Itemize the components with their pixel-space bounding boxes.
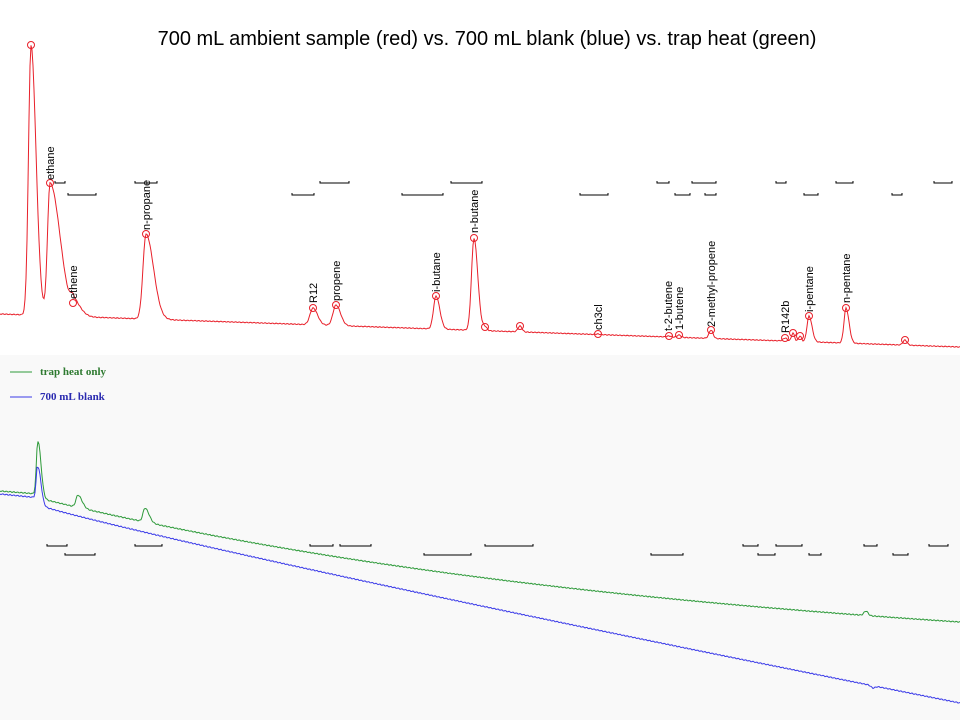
peak-marker <box>27 41 35 49</box>
peak-marker <box>69 299 77 307</box>
legend: trap heat only 700 mL blank <box>10 366 107 403</box>
peak-label: n-pentane <box>841 253 853 303</box>
peak-marker <box>789 329 797 337</box>
bracket <box>691 181 717 184</box>
bracket <box>291 193 315 196</box>
peak-marker <box>142 230 150 238</box>
bracket-marks <box>46 181 953 556</box>
peak-marker <box>796 332 804 340</box>
bracket <box>484 544 534 547</box>
peak-label: n-propane <box>141 180 153 230</box>
bracket <box>319 181 350 184</box>
peak-label: R142b <box>780 301 792 333</box>
bracket <box>704 193 717 196</box>
peak-marker <box>516 322 524 330</box>
bracket <box>757 553 776 556</box>
title: 700 mL ambient sample (red) vs. 700 mL b… <box>158 28 817 50</box>
bracket <box>46 544 68 547</box>
bracket <box>742 544 759 547</box>
peak-label: propene <box>331 261 343 301</box>
bracket <box>401 193 444 196</box>
peak-marker <box>309 304 317 312</box>
sample-trace <box>0 45 960 348</box>
bracket <box>650 553 684 556</box>
lower-panel <box>0 355 960 720</box>
bracket <box>64 553 96 556</box>
bracket <box>775 181 787 184</box>
peak-marker <box>470 234 478 242</box>
bracket <box>309 544 334 547</box>
bracket <box>67 193 97 196</box>
peak-label: t-2-butene <box>663 281 675 331</box>
peak-marker <box>805 312 813 320</box>
peak-marker <box>842 304 850 312</box>
bracket <box>835 181 854 184</box>
peak-label: 2-methyl-propene <box>706 241 718 327</box>
peak-marker <box>707 326 715 334</box>
peak-marker <box>481 323 489 331</box>
bracket <box>928 544 949 547</box>
peak-label: i-butane <box>431 252 443 292</box>
bracket <box>674 193 691 196</box>
bracket <box>450 181 483 184</box>
bracket <box>892 553 909 556</box>
peak-marker <box>665 332 673 340</box>
peak-markers <box>27 41 909 344</box>
peak-marker <box>901 336 909 344</box>
bracket <box>579 193 609 196</box>
peak-label: i-pentane <box>804 266 816 312</box>
bracket <box>863 544 878 547</box>
peak-marker <box>675 331 683 339</box>
peak-labels: ethane ethene n-propane R12 propene i-bu… <box>45 146 853 333</box>
bracket <box>803 193 819 196</box>
bracket <box>656 181 670 184</box>
bracket <box>423 553 472 556</box>
bracket <box>808 553 822 556</box>
bracket <box>339 544 372 547</box>
legend-label: trap heat only <box>40 366 107 378</box>
bracket <box>134 544 163 547</box>
peak-marker <box>332 301 340 309</box>
peak-label: ch3cl <box>593 304 605 330</box>
bracket <box>891 193 903 196</box>
blank-trace <box>0 466 960 704</box>
peak-label: R12 <box>308 283 320 303</box>
trap-heat-trace <box>0 441 960 623</box>
peak-label: ethane <box>45 146 57 180</box>
peak-marker <box>594 330 602 338</box>
peak-marker <box>781 334 789 342</box>
peak-marker <box>46 179 54 187</box>
peak-label: ethene <box>68 265 80 299</box>
peak-label: n-butane <box>469 190 481 233</box>
legend-label: 700 mL blank <box>40 391 106 403</box>
peak-marker <box>432 292 440 300</box>
bracket <box>54 181 66 184</box>
bracket <box>134 181 158 184</box>
bracket <box>933 181 953 184</box>
peak-label: 1-butene <box>674 287 686 330</box>
bracket <box>775 544 803 547</box>
